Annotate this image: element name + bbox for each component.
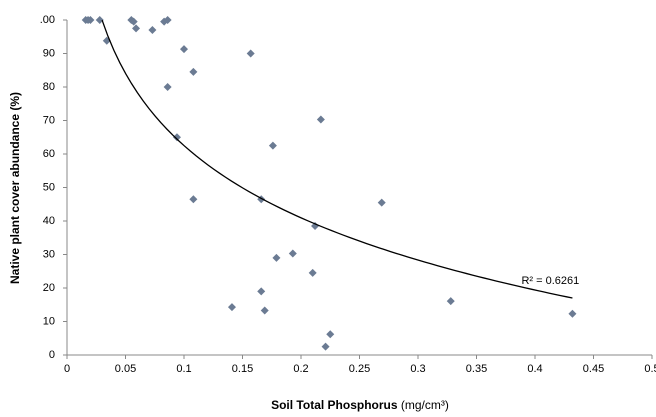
trendline: [101, 19, 573, 299]
point: [189, 195, 198, 204]
y-tick-label: .00: [40, 14, 55, 26]
y-tick-label: 50: [43, 181, 55, 193]
point: [163, 16, 172, 24]
x-tick-label: 0.35: [466, 363, 487, 375]
point: [180, 45, 188, 54]
point: [272, 253, 281, 262]
x-tick-label: 0.05: [115, 363, 136, 375]
y-tick-label: 40: [43, 215, 55, 227]
point: [568, 309, 577, 318]
point: [446, 297, 455, 306]
y-tick-label: 90: [43, 47, 55, 59]
point: [132, 24, 141, 33]
x-tick-label: 0.15: [232, 363, 253, 375]
point: [246, 49, 255, 58]
point: [172, 133, 181, 142]
x-tick-label: 0: [64, 363, 70, 375]
point: [268, 141, 277, 150]
point: [377, 198, 386, 207]
point: [227, 303, 236, 312]
point: [321, 342, 330, 351]
y-tick-label: 10: [43, 315, 55, 327]
point: [260, 306, 269, 315]
point: [148, 26, 157, 35]
x-tick-label: 0.3: [410, 363, 425, 375]
point: [308, 268, 317, 277]
y-tick-label: 0: [49, 349, 55, 361]
point: [95, 16, 104, 24]
point: [288, 249, 297, 258]
y-axis-title: Native plant cover abundance (%): [8, 92, 22, 284]
y-tick-label: 80: [43, 81, 55, 93]
x-axis-title-main: Soil Total Phosphorus: [271, 398, 398, 412]
point: [86, 16, 95, 24]
point: [326, 330, 335, 339]
x-tick-label: 0.2: [293, 363, 308, 375]
x-axis-title: Soil Total Phosphorus (mg/cm³): [271, 398, 449, 412]
point: [189, 67, 198, 76]
r-squared-label: R² = 0.6261: [521, 275, 579, 287]
point: [316, 115, 325, 124]
x-tick-label: 0.4: [527, 363, 542, 375]
y-tick-label: 30: [43, 248, 55, 260]
x-tick-label: 0.45: [583, 363, 604, 375]
x-tick-label: 0.1: [176, 363, 191, 375]
point: [257, 287, 266, 296]
y-tick-label: 70: [43, 114, 55, 126]
x-tick-label: 0.25: [349, 363, 370, 375]
point: [163, 83, 172, 91]
point: [129, 17, 138, 26]
y-tick-label: 20: [43, 282, 55, 294]
y-tick-label: 60: [43, 148, 55, 160]
x-axis-title-unit: (mg/cm³): [401, 398, 449, 412]
x-tick-label: 0.5: [644, 363, 656, 375]
